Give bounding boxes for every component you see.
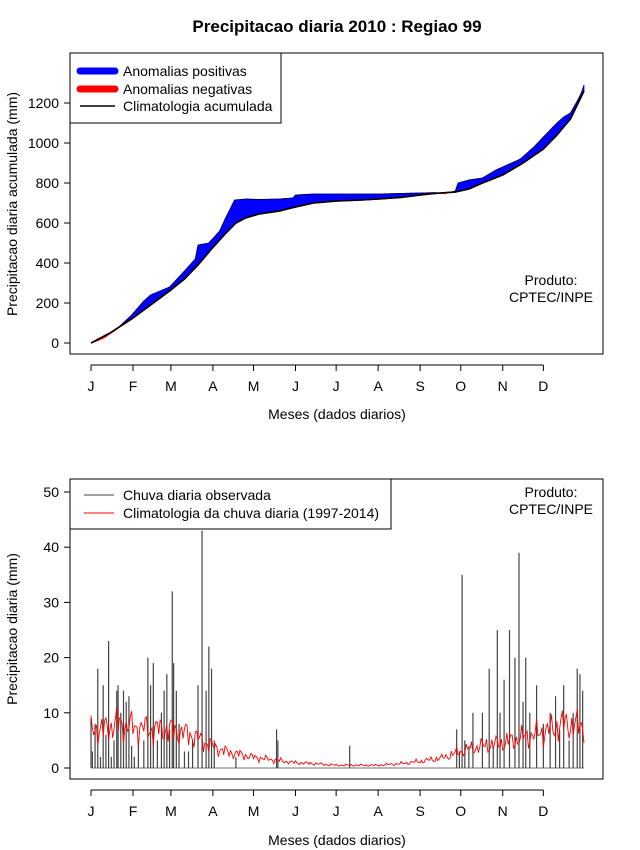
- y-tick-label: 1000: [28, 135, 59, 151]
- cumulative-panel: Precipitacao diaria 2010 : Regiao 99 0 20…: [4, 17, 604, 422]
- y-tick-label: 50: [43, 484, 59, 500]
- x-tick-label: J: [292, 803, 299, 819]
- x-tick-label: A: [208, 803, 218, 819]
- x-tick-label: N: [498, 803, 508, 819]
- y-axis-label-top: Precipitacao diaria acumulada (mm): [4, 92, 20, 316]
- x-tick-label: S: [415, 378, 424, 394]
- y-tick-label: 0: [51, 760, 59, 776]
- legend-bottom: Chuva diaria observada Climatologia da c…: [69, 478, 392, 530]
- y-axis-top: 0 200 400 600 800 1000 1200: [28, 95, 71, 351]
- x-tick-label: A: [208, 378, 218, 394]
- legend-label-observed: Chuva diaria observada: [123, 487, 271, 503]
- y-tick-label: 0: [51, 335, 59, 351]
- y-tick-label: 800: [36, 175, 60, 191]
- x-tick-label: O: [455, 378, 466, 394]
- x-axis-label-bottom: Meses (dados diarios): [268, 832, 406, 848]
- x-tick-label: M: [248, 803, 260, 819]
- y-tick-label: 1200: [28, 95, 59, 111]
- x-tick-label: J: [88, 803, 95, 819]
- chart-title: Precipitacao diaria 2010 : Regiao 99: [192, 17, 481, 36]
- x-tick-label: J: [292, 378, 299, 394]
- x-tick-label: N: [498, 378, 508, 394]
- legend-label-positive: Anomalias positivas: [123, 63, 247, 79]
- y-tick-label: 20: [43, 650, 59, 666]
- legend-label-climatology-daily: Climatologia da chuva diaria (1997-2014): [123, 505, 379, 521]
- annotation-cptec: CPTEC/INPE: [509, 501, 593, 517]
- legend-top: Anomalias positivas Anomalias negativas …: [69, 52, 282, 124]
- x-tick-label: M: [248, 378, 260, 394]
- x-tick-label: J: [333, 378, 340, 394]
- legend-label-negative: Anomalias negativas: [123, 81, 252, 97]
- y-tick-label: 10: [43, 705, 59, 721]
- legend-box: [69, 478, 392, 530]
- negative-anomaly-area: [90, 90, 585, 344]
- daily-panel: 0 10 20 30 40 50 J F M A M J J A S O N D Meses (dados di…: [4, 478, 604, 848]
- legend-label-climatology: Climatologia acumulada: [123, 98, 273, 114]
- x-tick-label: D: [538, 803, 548, 819]
- x-axis-label-top: Meses (dados diarios): [268, 406, 406, 422]
- annotation-cptec: CPTEC/INPE: [509, 289, 593, 305]
- climatology-daily-line: [90, 707, 585, 767]
- cumulative-series-group: [90, 84, 585, 344]
- daily-series-group: [90, 530, 585, 769]
- x-tick-label: F: [129, 378, 138, 394]
- observed-cumulative-line: [90, 84, 585, 344]
- annotation-produto: Produto:: [525, 484, 578, 500]
- x-tick-label: O: [455, 803, 466, 819]
- annotation-produto: Produto:: [525, 272, 578, 288]
- y-tick-label: 400: [36, 255, 60, 271]
- x-tick-label: S: [415, 803, 424, 819]
- x-tick-label: F: [129, 803, 138, 819]
- x-tick-label: A: [373, 378, 383, 394]
- x-tick-label: D: [538, 378, 548, 394]
- x-tick-label: J: [88, 378, 95, 394]
- x-tick-label: M: [165, 803, 177, 819]
- y-tick-label: 40: [43, 539, 59, 555]
- y-tick-label: 200: [36, 295, 60, 311]
- y-axis-label-bottom: Precipitacao diaria (mm): [4, 553, 20, 705]
- y-tick-label: 30: [43, 594, 59, 610]
- x-tick-label: J: [333, 803, 340, 819]
- x-tick-label: A: [373, 803, 383, 819]
- y-axis-bottom: 0 10 20 30 40 50: [43, 484, 71, 776]
- y-tick-label: 600: [36, 215, 60, 231]
- climatology-cumulative-line: [90, 90, 585, 344]
- x-tick-label: M: [165, 378, 177, 394]
